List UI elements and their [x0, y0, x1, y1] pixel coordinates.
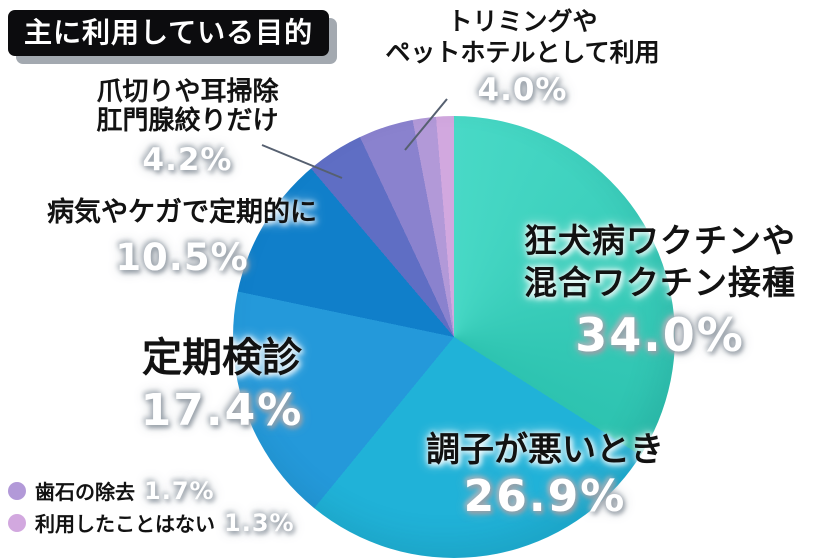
legend-percent-never-used: 1.3%: [224, 508, 295, 537]
legend-label-tartar: 歯石の除去: [35, 480, 135, 504]
callout-vaccine-percent: 34.0%: [575, 308, 745, 362]
page-title-text: 主に利用している目的: [24, 16, 314, 49]
callout-nail-care-line1: 爪切りや耳掃除: [96, 77, 279, 107]
callout-trimming-line1: トリミングや: [447, 7, 598, 36]
callout-trimming: トリミングや ペットホテルとして利用 4.0%: [350, 6, 695, 107]
callout-unwell-line1: 調子が悪いとき: [426, 430, 664, 470]
callout-unwell-percent: 26.9%: [463, 471, 627, 522]
legend-item-never-used: 利用したことはない 1.3%: [8, 508, 295, 537]
callout-checkup-line1: 定期検診: [142, 335, 302, 381]
callout-vaccine-line1: 狂犬病ワクチンや: [524, 221, 796, 260]
callout-vaccine: 狂犬病ワクチンや 混合ワクチン接種 34.0%: [492, 220, 828, 360]
legend-item-tartar: 歯石の除去 1.7%: [8, 476, 215, 505]
callout-sick-regular: 病気やケガで定期的に 10.5%: [28, 196, 336, 278]
callout-vaccine-line2: 混合ワクチン接種: [524, 263, 796, 302]
legend-percent-tartar: 1.7%: [144, 476, 215, 505]
callout-nail-care-line2: 肛門腺絞りだけ: [96, 106, 279, 136]
callout-checkup-percent: 17.4%: [140, 385, 304, 436]
callout-trimming-line2: ペットホテルとして利用: [385, 38, 660, 67]
callout-sick-regular-line1: 病気やケガで定期的に: [47, 197, 317, 228]
legend-bullet-never-used: [8, 513, 26, 532]
callout-nail-care: 爪切りや耳掃除 肛門腺絞りだけ 4.2%: [55, 77, 320, 178]
callout-trimming-percent: 4.0%: [477, 72, 568, 108]
callout-nail-care-percent: 4.2%: [142, 142, 233, 178]
pie-chart: [233, 116, 675, 558]
legend-label-never-used: 利用したことはない: [35, 512, 215, 536]
callout-unwell: 調子が悪いとき 26.9%: [385, 428, 705, 520]
callout-checkup: 定期検診 17.4%: [108, 334, 336, 434]
page-title: 主に利用している目的: [8, 10, 330, 56]
legend-bullet-tartar: [8, 481, 26, 500]
callout-sick-regular-percent: 10.5%: [115, 236, 249, 279]
